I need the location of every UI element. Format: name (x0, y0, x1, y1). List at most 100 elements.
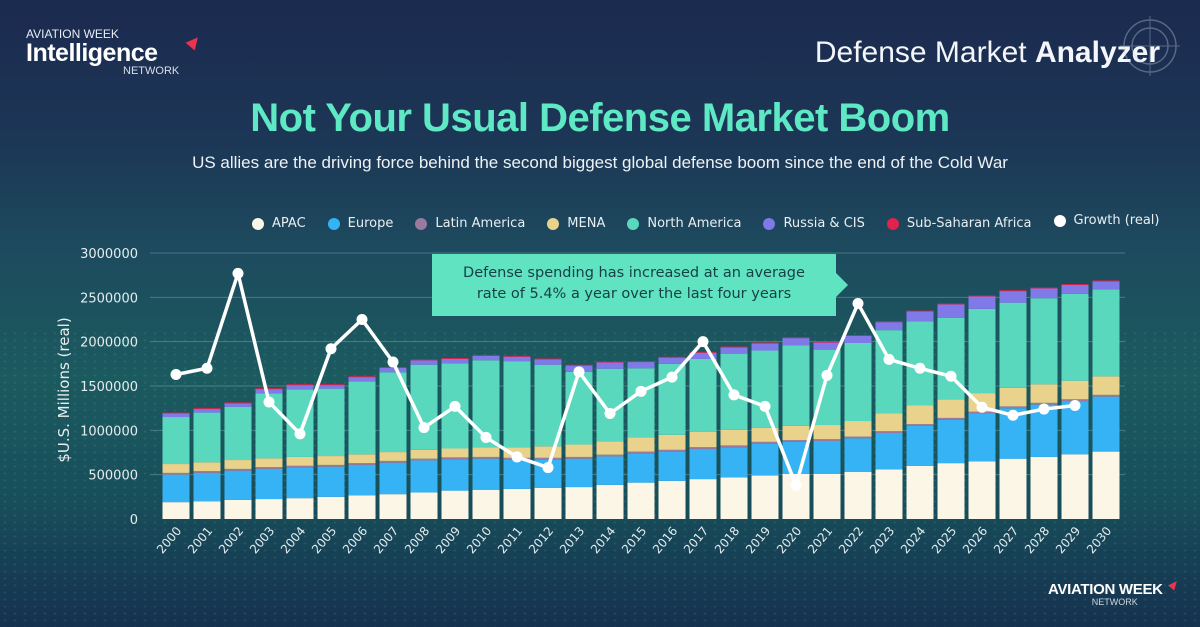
x-tick-label: 2011 (495, 524, 525, 556)
bar-segment-sub-saharan-africa (565, 364, 593, 366)
bar-segment-russia-cis (224, 403, 252, 407)
bar-segment-europe (410, 460, 438, 493)
bar-segment-russia-cis (720, 347, 748, 354)
legend-item[interactable]: Latin America (415, 216, 525, 231)
bar-segment-apac (286, 498, 314, 519)
legend-item[interactable]: Sub-Saharan Africa (886, 216, 1032, 231)
aviation-week-intelligence-logo: AVIATION WEEK Intelligence NETWORK (26, 28, 179, 77)
app-title-regular: Defense Market (814, 36, 1035, 69)
legend-item[interactable]: Growth (real) (1053, 213, 1159, 228)
legend-swatch-icon (627, 217, 640, 230)
x-tick-label: 2025 (929, 524, 959, 556)
x-tick-label: 2027 (991, 524, 1021, 556)
bar-segment-sub-saharan-africa (751, 342, 779, 344)
x-tick-label: 2015 (619, 524, 649, 556)
bar-segment-apac (875, 469, 903, 519)
bar-segment-apac (224, 499, 252, 519)
growth-point (728, 389, 740, 401)
bar-segment-sub-saharan-africa (441, 358, 469, 359)
bar-segment-mena (193, 462, 221, 472)
bar-segment-latin-america (875, 431, 903, 433)
bar-segment-russia-cis (751, 343, 779, 351)
bar-segment-europe (503, 459, 531, 489)
bar-segment-sub-saharan-africa (503, 355, 531, 357)
bar-segment-europe (162, 474, 190, 503)
logo-line3: NETWORK (123, 65, 180, 77)
bar-segment-europe (224, 470, 252, 500)
bar-segment-russia-cis (844, 335, 872, 343)
legend-label: North America (647, 216, 742, 231)
legend-item[interactable]: MENA (547, 216, 605, 231)
bar-segment-apac (720, 477, 748, 519)
legend-swatch-icon (763, 217, 776, 230)
bar-segment-latin-america (441, 457, 469, 460)
bar-segment-sub-saharan-africa (782, 337, 810, 339)
bar-segment-russia-cis (286, 385, 314, 390)
bar-segment-russia-cis (906, 311, 934, 322)
crosshair-icon (1120, 16, 1180, 76)
bar-segment-latin-america (1092, 394, 1120, 397)
bar-segment-mena (348, 454, 376, 464)
bar-segment-apac (968, 461, 996, 519)
x-tick-label: 2002 (216, 524, 246, 556)
bar-segment-apac (255, 499, 283, 519)
bar-segment-latin-america (286, 465, 314, 468)
bar-segment-latin-america (844, 436, 872, 439)
growth-point (511, 451, 523, 463)
bar-segment-russia-cis (968, 296, 996, 309)
bar-segment-latin-america (565, 456, 593, 459)
bar-segment-mena (658, 434, 686, 450)
growth-point (418, 422, 430, 434)
growth-point (542, 462, 554, 474)
bar-segment-russia-cis (937, 304, 965, 318)
bar-segment-russia-cis (782, 338, 810, 346)
bar-segment-apac (1092, 451, 1120, 519)
logo-line2: Intelligence (26, 39, 158, 67)
bar-segment-latin-america (193, 471, 221, 473)
legend-label: APAC (272, 216, 306, 231)
growth-point (1007, 409, 1019, 421)
bar-segment-sub-saharan-africa (286, 384, 314, 386)
bar-segment-latin-america (224, 468, 252, 471)
x-tick-label: 2019 (743, 524, 773, 556)
growth-point (1038, 403, 1050, 415)
bar-segment-europe (689, 448, 717, 480)
bar-segment-mena (255, 458, 283, 468)
bar-segment-north-america (348, 381, 376, 455)
legend-swatch-icon (547, 217, 560, 230)
bar-segment-apac (627, 482, 655, 519)
bar-segment-apac (503, 488, 531, 519)
chart-subtitle: US allies are the driving force behind t… (192, 153, 1008, 172)
bar-segment-mena (627, 437, 655, 452)
bar-segment-north-america (968, 308, 996, 394)
bar-segment-apac (379, 494, 407, 519)
bar-segment-russia-cis (193, 409, 221, 413)
growth-point (914, 362, 926, 374)
growth-point (821, 369, 833, 381)
bar-segment-europe (906, 425, 934, 466)
bar-segment-russia-cis (317, 385, 345, 389)
bar-segment-mena (844, 421, 872, 437)
x-tick-label: 2030 (1084, 524, 1114, 556)
bar-segment-mena (596, 441, 624, 455)
bar-segment-latin-america (162, 472, 190, 475)
bar-segment-north-america (193, 412, 221, 463)
bar-segment-latin-america (937, 417, 965, 420)
bar-segment-mena (999, 387, 1027, 407)
legend-item[interactable]: Russia & CIS (763, 216, 865, 231)
bar-segment-sub-saharan-africa (627, 361, 655, 363)
y-tick-label: 0 (130, 513, 138, 528)
bar-segment-north-america (317, 388, 345, 457)
legend-item[interactable]: North America (627, 216, 741, 231)
legend-item[interactable]: Europe (327, 216, 393, 231)
legend-item[interactable]: APAC (252, 216, 306, 231)
bar-segment-mena (472, 447, 500, 457)
x-tick-label: 2003 (247, 524, 277, 556)
bar-segment-sub-saharan-africa (1092, 280, 1120, 282)
legend-swatch-icon (327, 217, 340, 230)
x-tick-label: 2022 (836, 524, 866, 556)
bar-segment-apac (441, 490, 469, 519)
bar-segment-mena (534, 446, 562, 458)
x-tick-label: 2000 (154, 524, 184, 556)
x-tick-label: 2008 (402, 524, 432, 556)
